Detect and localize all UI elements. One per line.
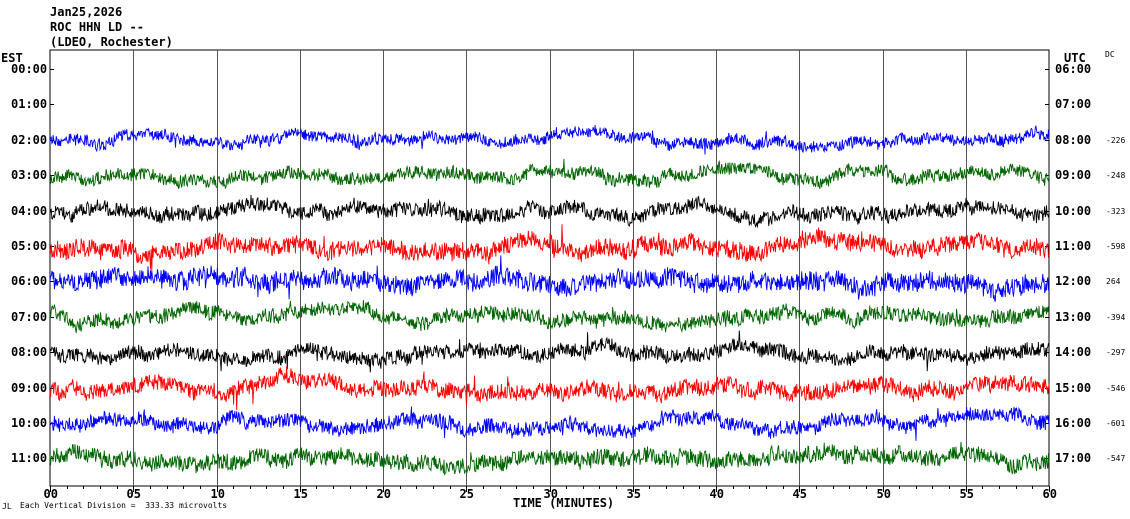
x-tick-label-35: 35 bbox=[626, 487, 641, 501]
est-label: 04:00 bbox=[11, 203, 48, 218]
est-label: 06:00 bbox=[11, 274, 48, 289]
x-tick-label-25: 25 bbox=[459, 487, 474, 501]
record-date: Jan25,2026 bbox=[50, 5, 123, 19]
est-label: 03:00 bbox=[11, 168, 48, 183]
trace-blue-row-2 bbox=[49, 124, 1050, 155]
network-name: (LDEO, Rochester) bbox=[50, 35, 173, 49]
dc-offset-label: -297 bbox=[1106, 348, 1126, 358]
est-label: 05:00 bbox=[11, 239, 48, 253]
est-label: 07:00 bbox=[11, 309, 48, 324]
est-label: 00:00 bbox=[11, 62, 48, 76]
trace-blue-row-6 bbox=[49, 255, 1050, 302]
est-label: 10:00 bbox=[11, 416, 48, 430]
x-tick-label-00: 00 bbox=[43, 487, 58, 501]
dc-offset-label: -394 bbox=[1106, 312, 1126, 322]
est-label: 09:00 bbox=[11, 380, 48, 395]
utc-label: 11:00 bbox=[1055, 239, 1092, 253]
trace-blue-row-10 bbox=[49, 406, 1050, 441]
station-code: ROC HHN LD -- bbox=[50, 20, 144, 34]
utc-label: 13:00 bbox=[1055, 309, 1092, 324]
dc-offset-label: -601 bbox=[1106, 419, 1126, 428]
trace-black-row-8 bbox=[49, 330, 1050, 373]
x-axis-label: TIME (MINUTES) bbox=[513, 496, 615, 510]
est-label: 08:00 bbox=[11, 345, 48, 360]
trace-red-row-5 bbox=[49, 224, 1050, 272]
x-tick-label-15: 15 bbox=[293, 487, 308, 501]
utc-axis-title: UTC bbox=[1064, 51, 1086, 65]
utc-label: 10:00 bbox=[1055, 203, 1092, 218]
trace-black-row-4 bbox=[49, 194, 1050, 228]
dc-offset-label: 264 bbox=[1106, 277, 1121, 287]
dc-axis-title: DC bbox=[1105, 50, 1115, 59]
utc-label: 17:00 bbox=[1055, 451, 1092, 466]
trace-green-row-11 bbox=[49, 441, 1050, 476]
utc-label: 07:00 bbox=[1055, 97, 1092, 112]
x-tick-label-40: 40 bbox=[709, 487, 724, 501]
utc-label: 15:00 bbox=[1055, 380, 1092, 395]
x-tick-label-20: 20 bbox=[376, 487, 391, 501]
plot-frame bbox=[49, 49, 1050, 487]
vertical-division-note: Each Vertical Division = 333.33 microvol… bbox=[20, 501, 228, 510]
dc-offset-label: -248 bbox=[1106, 171, 1126, 181]
trace-green-row-3 bbox=[49, 158, 1050, 190]
trace-green-row-7 bbox=[49, 300, 1050, 334]
utc-label: 14:00 bbox=[1055, 345, 1092, 360]
dc-offset-label: -323 bbox=[1106, 206, 1126, 216]
utc-label: 16:00 bbox=[1055, 416, 1092, 430]
utc-label: 08:00 bbox=[1055, 132, 1092, 147]
est-label: 02:00 bbox=[11, 132, 48, 147]
x-tick-label-45: 45 bbox=[792, 487, 807, 501]
est-label: 01:00 bbox=[11, 97, 48, 112]
dc-offset-label: -226 bbox=[1106, 135, 1126, 145]
est-axis-title: EST bbox=[1, 51, 23, 65]
x-tick-label-10: 10 bbox=[210, 487, 225, 501]
x-tick-label-30: 30 bbox=[543, 487, 558, 501]
trace-red-row-9 bbox=[49, 366, 1050, 410]
utc-label: 12:00 bbox=[1055, 274, 1092, 289]
dc-offset-label: -547 bbox=[1106, 454, 1126, 464]
dc-offset-label: -598 bbox=[1106, 242, 1126, 251]
x-tick-label-55: 55 bbox=[959, 487, 974, 501]
utc-label: 09:00 bbox=[1055, 168, 1092, 183]
est-label: 11:00 bbox=[11, 451, 48, 466]
dc-offset-label: -546 bbox=[1106, 383, 1126, 393]
x-tick-label-60: 60 bbox=[1042, 487, 1057, 501]
x-tick-label-50: 50 bbox=[876, 487, 891, 501]
utc-label: 06:00 bbox=[1055, 62, 1092, 76]
scale-prefix: JL bbox=[2, 502, 12, 511]
x-tick-label-05: 05 bbox=[126, 487, 141, 501]
